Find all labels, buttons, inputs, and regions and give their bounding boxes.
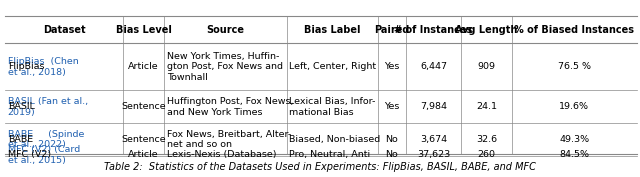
Text: New York Times, Huffin-
gton Post, Fox News and
Townhall: New York Times, Huffin- gton Post, Fox N…	[167, 52, 283, 82]
Text: BABE: BABE	[8, 135, 33, 144]
Text: FlipBias  (Chen
et al., 2018): FlipBias (Chen et al., 2018)	[8, 57, 79, 77]
Text: MFC (V2) (Card
et al., 2015): MFC (V2) (Card et al., 2015)	[8, 145, 80, 165]
Text: 76.5 %: 76.5 %	[558, 62, 591, 71]
Text: 909: 909	[477, 62, 495, 71]
Text: Sentence: Sentence	[122, 102, 166, 111]
Text: No: No	[386, 135, 398, 144]
Text: Article: Article	[129, 62, 159, 71]
Text: Source: Source	[207, 25, 244, 35]
Text: Lexis-Nexis (Database): Lexis-Nexis (Database)	[167, 150, 276, 159]
Text: 3,674: 3,674	[420, 135, 447, 144]
Text: BABE     (Spinde
et al., 2022): BABE (Spinde et al., 2022)	[8, 130, 84, 149]
Text: No: No	[386, 150, 398, 159]
Text: MFC (V2): MFC (V2)	[8, 150, 51, 159]
Text: 260: 260	[477, 150, 495, 159]
Text: # of Instances: # of Instances	[394, 25, 473, 35]
Text: 84.5%: 84.5%	[559, 150, 589, 159]
Text: Sentence: Sentence	[122, 135, 166, 144]
Text: % of Biased Instances: % of Biased Instances	[515, 25, 634, 35]
Text: 24.1: 24.1	[476, 102, 497, 111]
Text: Paired: Paired	[374, 25, 410, 35]
Text: Bias Label: Bias Label	[304, 25, 360, 35]
Text: Fox News, Breitbart, Alter-
net and so on: Fox News, Breitbart, Alter- net and so o…	[167, 130, 291, 149]
Text: FlipBias: FlipBias	[8, 62, 44, 71]
Text: Left, Center, Right: Left, Center, Right	[289, 62, 376, 71]
Text: Avg Length: Avg Length	[455, 25, 518, 35]
Text: Dataset: Dataset	[43, 25, 85, 35]
Text: 19.6%: 19.6%	[559, 102, 589, 111]
Text: 49.3%: 49.3%	[559, 135, 589, 144]
Text: 7,984: 7,984	[420, 102, 447, 111]
Text: Lexical Bias, Infor-
mational Bias: Lexical Bias, Infor- mational Bias	[289, 97, 376, 116]
Text: Article: Article	[129, 150, 159, 159]
Text: 6,447: 6,447	[420, 62, 447, 71]
Text: Yes: Yes	[384, 102, 400, 111]
Text: 37,623: 37,623	[417, 150, 450, 159]
Text: Huffington Post, Fox News,
and New York Times: Huffington Post, Fox News, and New York …	[167, 97, 294, 116]
Text: Pro, Neutral, Anti: Pro, Neutral, Anti	[289, 150, 371, 159]
Text: 32.6: 32.6	[476, 135, 497, 144]
Text: Table 2:  Statistics of the Datasets Used in Experiments: FlipBias, BASIL, BABE,: Table 2: Statistics of the Datasets Used…	[104, 162, 536, 172]
Text: Yes: Yes	[384, 62, 400, 71]
Text: Bias Level: Bias Level	[116, 25, 172, 35]
Text: Biased, Non-biased: Biased, Non-biased	[289, 135, 381, 144]
Text: BASIL (Fan et al.,
2019): BASIL (Fan et al., 2019)	[8, 97, 88, 116]
Text: BASIL: BASIL	[8, 102, 35, 111]
